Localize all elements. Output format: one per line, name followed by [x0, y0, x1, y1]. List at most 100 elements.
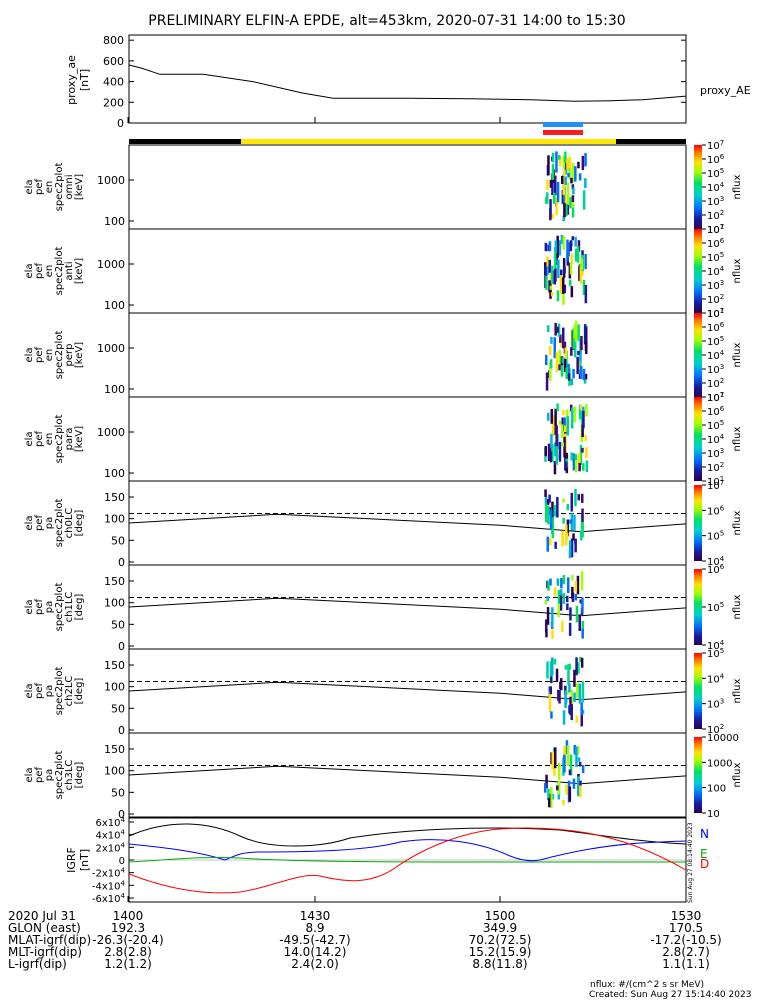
- pa-ytick-label: 50: [111, 786, 125, 799]
- spec-frame: [128, 396, 687, 482]
- flux-block: [563, 754, 566, 773]
- flux-block: [566, 195, 570, 215]
- flux-block: [573, 669, 576, 687]
- panel-ylabel-line: pef: [34, 263, 45, 280]
- flux-block: [569, 519, 572, 524]
- flux-block: [555, 425, 558, 447]
- flux-block: [581, 628, 584, 639]
- flux-block: [579, 266, 583, 284]
- flux-block: [546, 536, 549, 552]
- flux-block: [546, 607, 550, 625]
- flux-block: [549, 361, 552, 381]
- flux-block: [567, 577, 570, 594]
- colorbar-tick-label: 105: [707, 530, 724, 543]
- flux-block: [573, 515, 576, 531]
- pa-ytick-label: 50: [111, 618, 125, 631]
- ae-ytick-label: 600: [103, 55, 124, 68]
- flux-block: [561, 190, 565, 204]
- unit-note: nflux: #/(cm^2 s sr MeV): [590, 980, 704, 990]
- flux-block: [545, 197, 548, 204]
- flux-block: [570, 347, 573, 356]
- colorbar-tick-label: 104: [707, 639, 725, 652]
- pa-panel-3: 0 50 100 150 10 100 1000 10000 nflux ela pef pa spec…: [24, 732, 743, 821]
- flux-block: [548, 691, 552, 713]
- pa-solid-line: [128, 597, 687, 617]
- colorbar-tick-label: 1000: [707, 758, 732, 769]
- flux-block: [574, 248, 578, 262]
- flux-block: [566, 690, 569, 695]
- flux-block: [565, 784, 568, 795]
- flux-block: [569, 197, 572, 209]
- flux-block: [574, 320, 578, 342]
- flux-block: [548, 259, 551, 273]
- panel-ylabel-line: spec2plot: [54, 667, 65, 716]
- status-bars: [129, 122, 686, 144]
- ae-ytick-label: 0: [117, 117, 124, 130]
- flux-block: [563, 417, 566, 426]
- footer-row-value: 1530: [671, 909, 702, 923]
- pa-ytick-label: 100: [104, 765, 125, 778]
- flux-block: [565, 524, 568, 546]
- flux-block: [569, 262, 573, 275]
- colorbar-tick-label: 101: [707, 391, 724, 404]
- flux-block: [562, 184, 565, 195]
- flux-block: [545, 619, 548, 633]
- flux-block: [578, 404, 582, 420]
- flux-block: [567, 363, 570, 378]
- flux-block: [558, 364, 561, 371]
- pa-ytick-label: 0: [118, 724, 125, 737]
- igrf-side-note: Sun Aug 27 08:14:40 2023: [687, 822, 694, 903]
- flux-block: [581, 424, 584, 438]
- flux-block: [558, 420, 562, 425]
- flux-block: [566, 595, 569, 603]
- colorbar-label: nflux: [732, 678, 743, 703]
- flux-block: [554, 247, 557, 269]
- flux-block: [564, 176, 567, 185]
- pa-solid-line: [128, 513, 687, 533]
- flux-block: [558, 690, 561, 704]
- footer-row-value: 1400: [113, 909, 144, 923]
- flux-block: [554, 175, 557, 196]
- flux-block: [562, 517, 565, 524]
- colorbar: [694, 145, 702, 229]
- colorbar-tick-label: 104: [707, 349, 725, 362]
- colorbar-tick-label: 103: [707, 195, 724, 208]
- flux-block: [545, 629, 548, 638]
- igrf-n-line: [128, 839, 687, 862]
- footer-row-label: 2020 Jul 31: [8, 909, 76, 923]
- flux-block: [560, 269, 563, 276]
- panel-ylabel-line: ch2LC: [64, 676, 75, 707]
- flux-block: [551, 751, 554, 770]
- pa-frame: [128, 564, 687, 650]
- panel-ylabel-line: spec2plot: [54, 331, 65, 380]
- flux-block: [573, 745, 576, 754]
- flux-block: [576, 575, 580, 595]
- ae-ytick-label: 200: [103, 96, 124, 109]
- colorbar-tick-label: 104: [707, 672, 725, 685]
- flux-block: [569, 607, 572, 621]
- flux-block: [548, 793, 551, 808]
- spec-ytick-label: 100: [104, 383, 125, 396]
- flux-block: [551, 501, 554, 518]
- flux-block: [565, 350, 568, 369]
- flux-block: [565, 461, 568, 468]
- flux-block: [558, 155, 562, 167]
- flux-block: [578, 762, 582, 767]
- flux-block: [570, 538, 574, 558]
- flux-block: [556, 182, 560, 203]
- footer-row-value: 1500: [485, 909, 516, 923]
- flux-block: [556, 235, 559, 258]
- spec-frame: [128, 312, 687, 398]
- flux-block: [549, 267, 553, 285]
- colorbar-tick-label: 107: [707, 391, 724, 404]
- flux-block: [547, 412, 550, 421]
- footer-row-value: 1.2(1.2): [104, 957, 152, 971]
- flux-block: [559, 593, 563, 611]
- flux-block: [563, 266, 566, 274]
- footer-row-value: 8.8(11.8): [472, 957, 527, 971]
- flux-block: [571, 586, 574, 599]
- flux-block: [570, 177, 573, 184]
